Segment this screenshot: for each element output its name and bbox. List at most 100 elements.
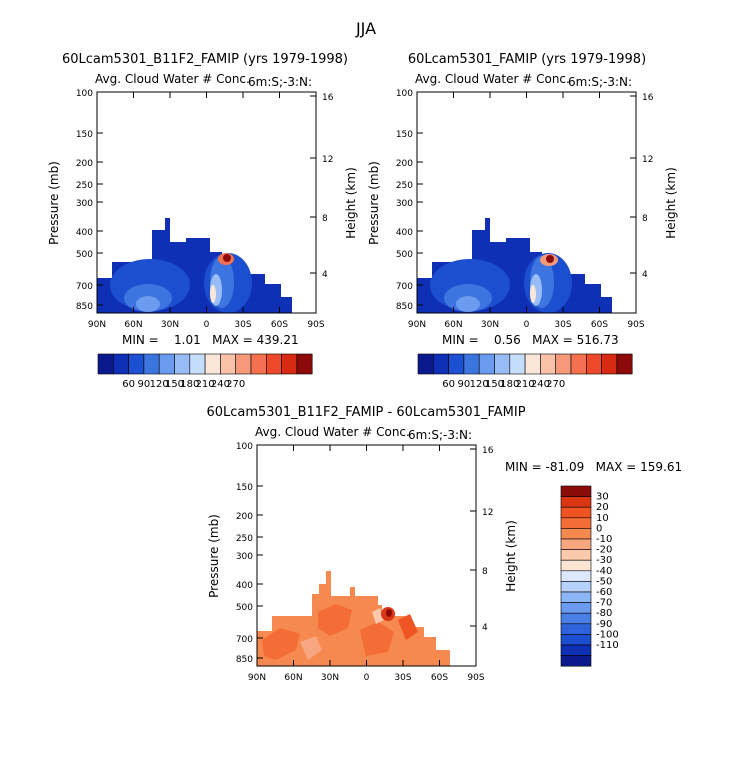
y-tick-label: 500 <box>76 250 93 260</box>
x-tick-label: 90S <box>627 320 644 330</box>
y2-tick-label: 8 <box>322 214 328 224</box>
x-tick-label: 90S <box>467 673 484 683</box>
colorbar-swatch <box>560 538 592 550</box>
y2-tick-label: 12 <box>482 508 493 518</box>
x-tick-label: 30S <box>234 320 251 330</box>
colorbar-label: 10 <box>596 513 609 524</box>
x-tick-label: 60N <box>444 320 462 330</box>
y-tick-label: 200 <box>396 159 413 169</box>
colorbar-label: 240 <box>211 379 230 390</box>
colorbar-swatch <box>560 612 592 625</box>
y2-tick-label: 16 <box>322 93 334 103</box>
y-tick-label: 850 <box>76 302 93 312</box>
colorbar-swatch <box>235 353 252 375</box>
colorbar-label: 120 <box>470 379 489 390</box>
panel-1-y2label: Height (km) <box>344 167 358 238</box>
y-tick-label: 100 <box>236 442 253 452</box>
panel-2-contour-g <box>530 285 536 303</box>
panel-2-contour-i <box>546 255 554 263</box>
colorbar-swatch <box>494 353 511 375</box>
x-tick-label: 30N <box>321 673 339 683</box>
panel-1-ylabel: Pressure (mb) <box>47 161 61 245</box>
colorbar-swatch <box>560 506 592 519</box>
panel-2-subtitle: Avg. Cloud Water # Conc. <box>415 72 570 86</box>
colorbar-label: 150 <box>165 379 184 390</box>
panel-3-patch-e <box>372 608 384 624</box>
y-tick-label: 150 <box>76 130 93 140</box>
colorbar-swatch <box>560 602 592 614</box>
colorbar-swatch <box>560 559 592 572</box>
colorbar-label: 150 <box>485 379 504 390</box>
colorbar-swatch <box>540 353 557 375</box>
page-title: JJA <box>355 19 376 38</box>
colorbar-label: 210 <box>196 379 215 390</box>
colorbar-label: -20 <box>596 545 612 556</box>
colorbar-label: 60 <box>442 379 455 390</box>
colorbar-label: 90 <box>458 379 471 390</box>
panel-1-contour-g <box>210 285 216 303</box>
x-tick-label: 90S <box>307 320 324 330</box>
colorbar-swatch <box>189 353 206 375</box>
panel-3-ticks: 90N 60N 30N 0 30S 60S 90S 100 150 200 250 300 400 500… <box>236 442 494 683</box>
colorbar-label: -10 <box>596 534 612 545</box>
y-tick-label: 850 <box>236 655 253 665</box>
colorbar-label: 120 <box>150 379 169 390</box>
panel-3-y2label: Height (km) <box>504 520 518 591</box>
panel-2-title: 60Lcam5301_FAMIP (yrs 1979-1998) <box>408 52 646 67</box>
y-tick-label: 400 <box>76 228 93 238</box>
colorbar-label: -100 <box>596 629 619 640</box>
y2-tick-label: 12 <box>642 155 653 165</box>
panel-1-subtitle-right: 6m:S;-3:N: <box>248 75 312 89</box>
y-tick-label: 250 <box>236 534 253 544</box>
y-tick-label: 400 <box>236 581 253 591</box>
colorbar-swatch <box>204 353 221 375</box>
x-tick-label: 60S <box>431 673 448 683</box>
panel-3-patch-c <box>300 636 322 660</box>
panel-3-patch-f <box>398 614 418 640</box>
panel-1-ticks: 90N 60N 30N 0 30S 60S 90S 100 150 200 250 300 400 500… <box>76 89 334 330</box>
y2-tick-label: 8 <box>642 214 648 224</box>
panel-3: 60Lcam5301_B11F2_FAMIP - 60Lcam5301_FAMI… <box>206 405 682 683</box>
panel-2-field <box>417 218 612 313</box>
y-tick-label: 700 <box>396 282 413 292</box>
colorbar-swatch <box>281 353 298 375</box>
y-tick-label: 700 <box>236 635 253 645</box>
colorbar-label: -30 <box>596 555 612 566</box>
panel-3-title: 60Lcam5301_B11F2_FAMIP - 60Lcam5301_FAMI… <box>206 405 525 420</box>
colorbar-swatch <box>158 353 175 375</box>
x-tick-label: 30S <box>394 673 411 683</box>
x-tick-label: 60S <box>591 320 608 330</box>
colorbar-label: -70 <box>596 598 612 609</box>
colorbar-swatch <box>417 353 434 375</box>
colorbar-label: 210 <box>516 379 535 390</box>
colorbar-swatch <box>174 353 191 375</box>
y2-tick-label: 4 <box>482 623 488 633</box>
panel-3-patch-b <box>318 604 352 636</box>
colorbar-label: 60 <box>122 379 135 390</box>
panel-2-stats: MIN = 0.56 MAX = 516.73 <box>442 333 619 347</box>
panel-1-contour-i <box>223 254 231 262</box>
panel-1: 60Lcam5301_B11F2_FAMIP (yrs 1979-1998) A… <box>47 52 358 390</box>
colorbar-label: 270 <box>546 379 565 390</box>
panel-3-stats: MIN = -81.09 MAX = 159.61 <box>505 460 682 474</box>
colorbar-label: -110 <box>596 640 619 651</box>
panel-2: 60Lcam5301_FAMIP (yrs 1979-1998) Avg. Cl… <box>367 52 678 390</box>
panel-3-hot-b <box>386 609 392 617</box>
y-tick-label: 700 <box>76 282 93 292</box>
y-tick-label: 150 <box>396 130 413 140</box>
colorbar-swatch <box>560 496 592 508</box>
y-tick-label: 250 <box>76 181 93 191</box>
colorbar-swatch <box>463 353 480 375</box>
x-tick-label: 0 <box>364 673 370 683</box>
x-tick-label: 30N <box>161 320 179 330</box>
y-tick-label: 300 <box>76 199 93 209</box>
panel-3-subtitle: Avg. Cloud Water # Conc. <box>255 425 410 439</box>
panel-3-colorbar: 3020100-10-20-30-40-50-60-70-80-90-100-1… <box>560 485 619 667</box>
panel-3-patch-d <box>360 622 394 656</box>
panel-1-stats: MIN = 1.01 MAX = 439.21 <box>122 333 299 347</box>
panel-2-y2label: Height (km) <box>664 167 678 238</box>
colorbar-swatch <box>432 353 449 375</box>
